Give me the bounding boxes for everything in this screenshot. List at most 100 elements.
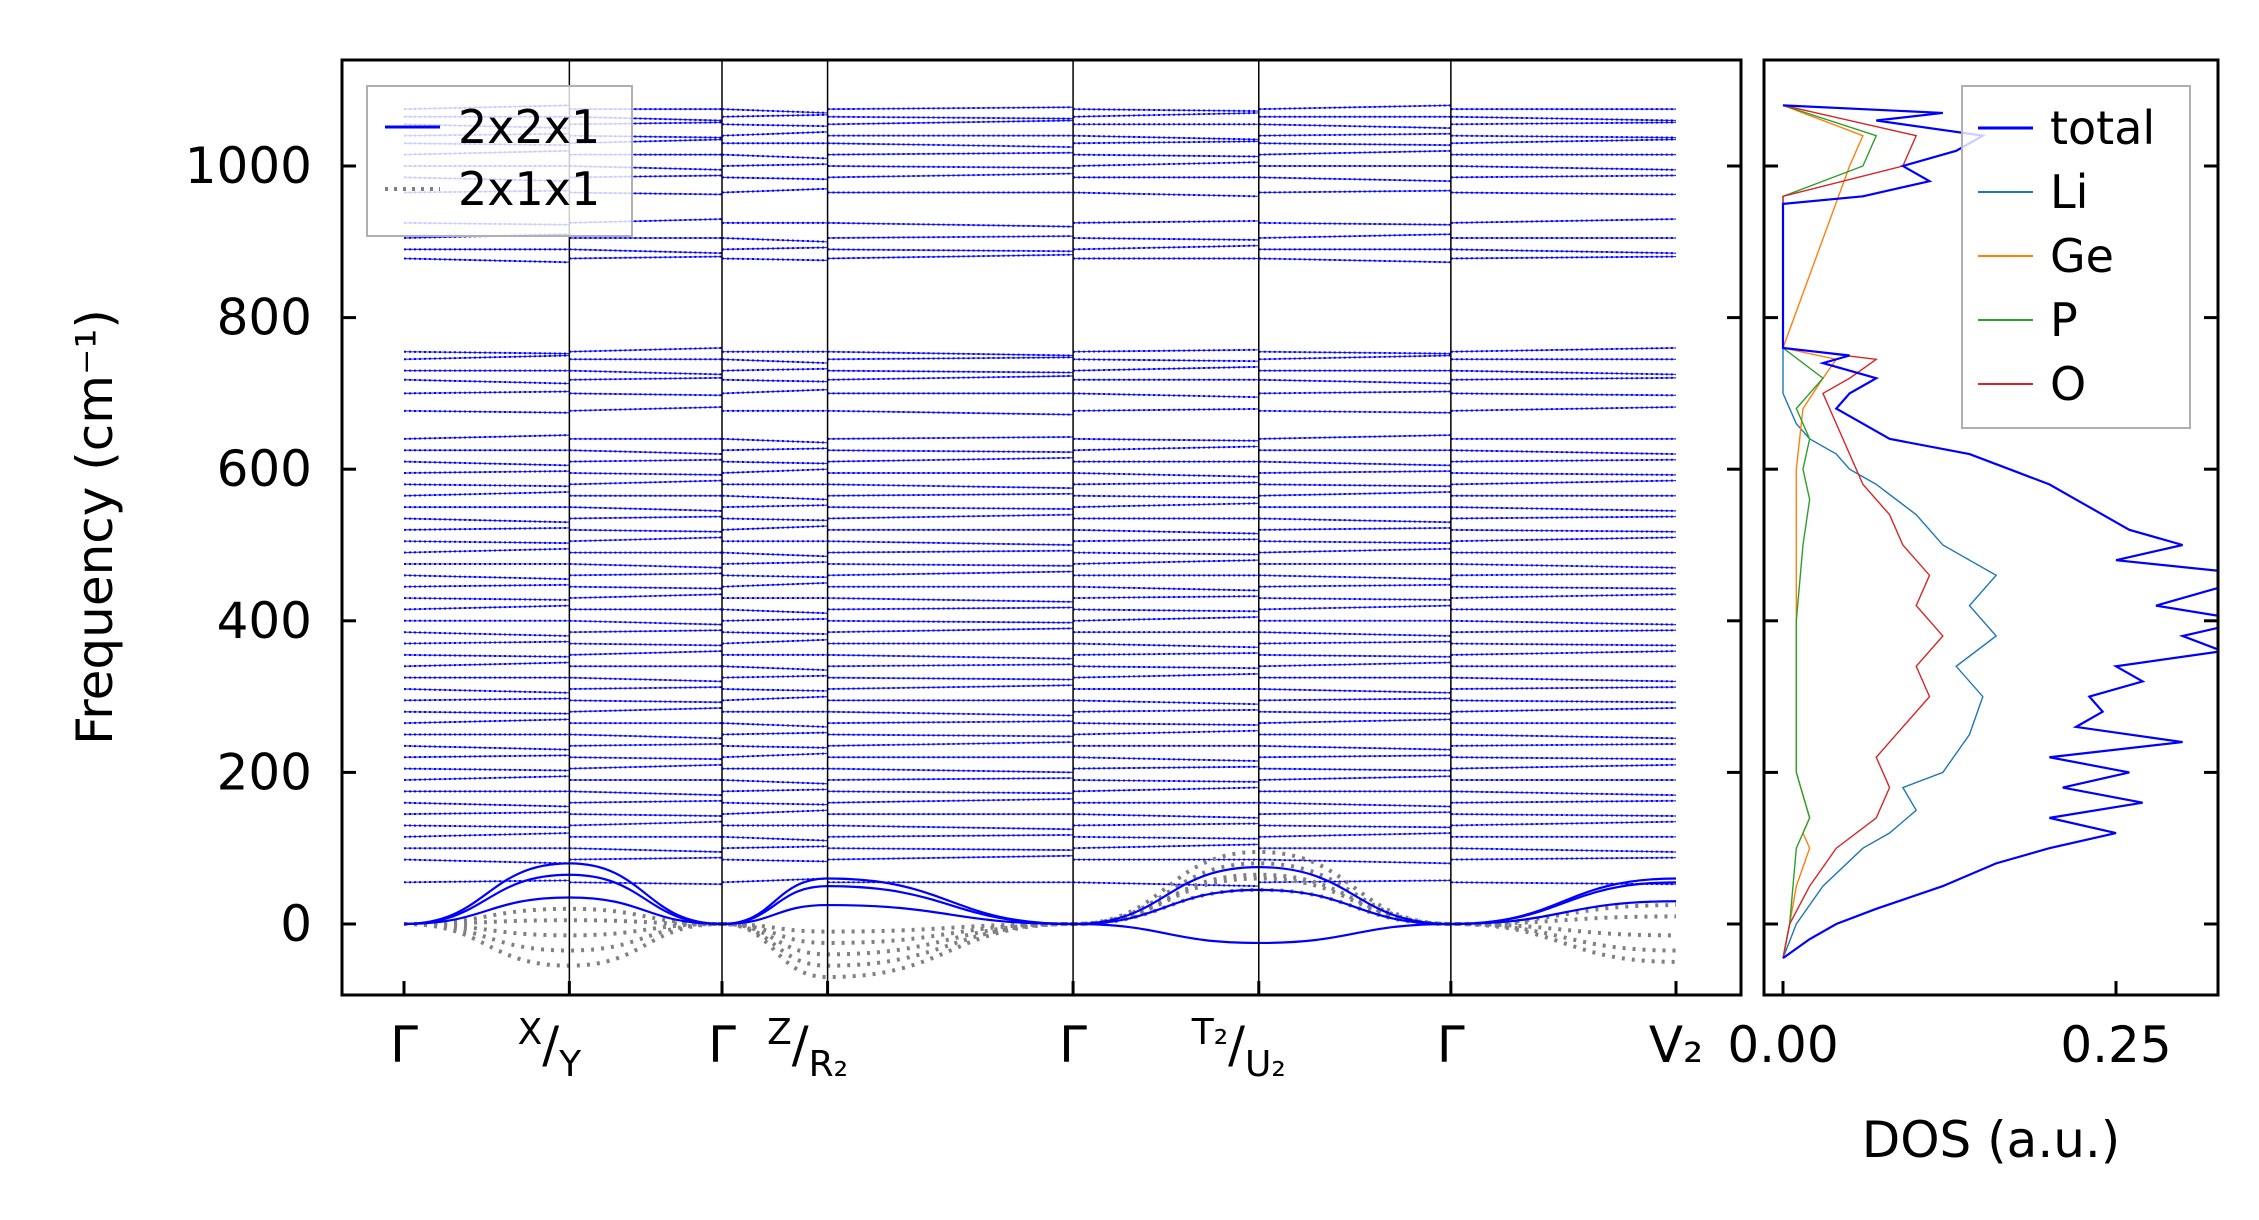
optical-band-segment-solid [1450,506,1677,512]
optical-band-segment-solid [1258,711,1451,715]
optical-band-segment-solid [827,684,1074,690]
optical-band-segment-solid [827,777,1074,781]
optical-band-segment-solid [721,358,828,364]
optical-band-segment-solid [721,461,828,465]
optical-band-segment-solid [569,459,723,463]
optical-band-segment-solid [827,370,1074,374]
optical-band-segment-solid [1258,631,1451,637]
optical-band-segment-solid [1450,857,1677,861]
band-lines [403,104,1677,980]
optical-band-segment-solid [1258,775,1451,781]
optical-band-segment-solid [569,506,723,512]
optical-band-segment-solid [827,449,1074,453]
optical-band-segment-solid [1258,754,1451,758]
optical-band-segment-solid [721,788,828,792]
optical-band-segment-solid [827,855,1074,861]
optical-band-segment-solid [1258,527,1451,531]
optical-band-segment-solid [721,696,828,701]
optical-band-segment-solid [721,618,828,622]
optical-band-segment-solid [569,800,723,804]
optical-band-segment-solid [827,677,1074,681]
optical-band-segment-solid [1450,593,1677,599]
optical-band-segment-solid [1073,140,1259,144]
optical-band-segment-solid [827,235,1074,239]
dos-x-axis-title: DOS (a.u.) [1862,1111,2121,1169]
optical-band-segment-solid [1450,449,1677,455]
optical-band-segment-solid [1073,822,1259,827]
optical-band-segment-solid [1258,491,1451,497]
optical-band-segment-solid [569,572,723,576]
optical-band-segment-solid [569,650,723,656]
band-plot-frame [340,58,1743,997]
optical-band-segment-solid [721,665,828,671]
optical-band-segment-solid [1258,858,1451,864]
optical-band-segment-solid [1258,832,1451,838]
optical-band-segment-solid [403,584,570,588]
optical-band-segment-solid [721,752,828,758]
optical-band-segment-solid [1258,584,1451,588]
optical-band-segment-solid [569,881,723,885]
band-y-tick-label: 400 [217,592,312,650]
optical-band-segment-solid [403,775,570,781]
optical-band-segment-solid [1258,104,1451,110]
legend-label-2x1x1: 2x1x1 [458,162,600,216]
optical-band-segment-solid [721,438,828,444]
optical-band-segment-solid [569,593,723,599]
optical-band-segment-solid [1073,766,1259,770]
optical-band-segment-solid [827,620,1074,624]
optical-band-segment-solid [1450,406,1677,412]
optical-band-segment-solid [1258,605,1451,611]
optical-band-segment-solid [569,472,723,476]
optical-band-segment-solid [721,114,828,118]
optical-band-segment-solid [1258,434,1451,440]
optical-band-segment-solid [403,858,570,864]
optical-band-segment-solid [827,356,1074,360]
optical-band-segment-solid [827,790,1074,794]
optical-band-segment-solid [403,410,570,414]
optical-band-segment-solid [1258,142,1451,146]
optical-band-segment-solid [1450,479,1677,485]
optical-band-segment-solid [721,468,828,474]
optical-band-segment-solid [827,119,1074,125]
optical-band-segment-solid [1073,472,1259,478]
optical-band-segment-solid [1450,620,1677,626]
dos-legend-label: P [2050,293,2078,347]
optical-band-segment-solid [721,495,828,501]
band-y-tick-label: 200 [217,743,312,801]
optical-band-segment-solid [403,517,570,523]
optical-band-segment-solid [403,548,570,554]
optical-band-segment-solid [403,718,570,724]
optical-band-segment-solid [1450,707,1677,713]
dos-lines [1781,104,2218,960]
optical-band-segment-solid [1258,222,1451,226]
optical-band-segment-solid [1450,174,1677,178]
optical-band-segment-solid [569,529,723,533]
optical-band-segment-solid [1073,349,1259,353]
optical-band-segment-solid [827,142,1074,148]
band-structure-panel: 0 200 400 600 800 1000 Γ X/Y Γ Z/R₂ Γ T₂/U₂ Γ V₂ Fre… [66,58,1743,1085]
optical-band-segment-solid [569,813,723,817]
optical-band-segment-solid [569,586,723,590]
optical-band-segment-solid [1073,191,1259,197]
optical-band-segment-solid [1258,233,1451,239]
optical-band-segment-solid [1073,438,1259,442]
optical-band-segment-solid [1450,813,1677,817]
optical-band-segment-solid [1258,641,1451,645]
optical-band-segment-solid [721,379,828,383]
optical-band-segment-solid [1450,347,1677,353]
optical-band-segment-solid [1258,190,1451,194]
optical-band-segment-solid [721,176,828,180]
dos-panel: 0.00 0.25 DOS (a.u.) total Li Ge PO [1727,58,2220,1169]
optical-band-segment-solid [1073,161,1259,167]
optical-band-segment-solid [403,631,570,637]
optical-band-segment-solid [721,639,828,645]
optical-band-segment-solid [403,688,570,694]
high-symmetry-lines [568,60,1452,995]
optical-band-segment-solid [1450,121,1677,125]
optical-band-segment-solid [827,550,1074,554]
optical-band-segment-solid [721,447,828,451]
optical-band-segment-solid [1073,135,1259,141]
band-x-tick-label: Γ [1437,1016,1465,1074]
acoustic-branch [403,862,1677,926]
optical-band-segment-solid [403,597,570,601]
